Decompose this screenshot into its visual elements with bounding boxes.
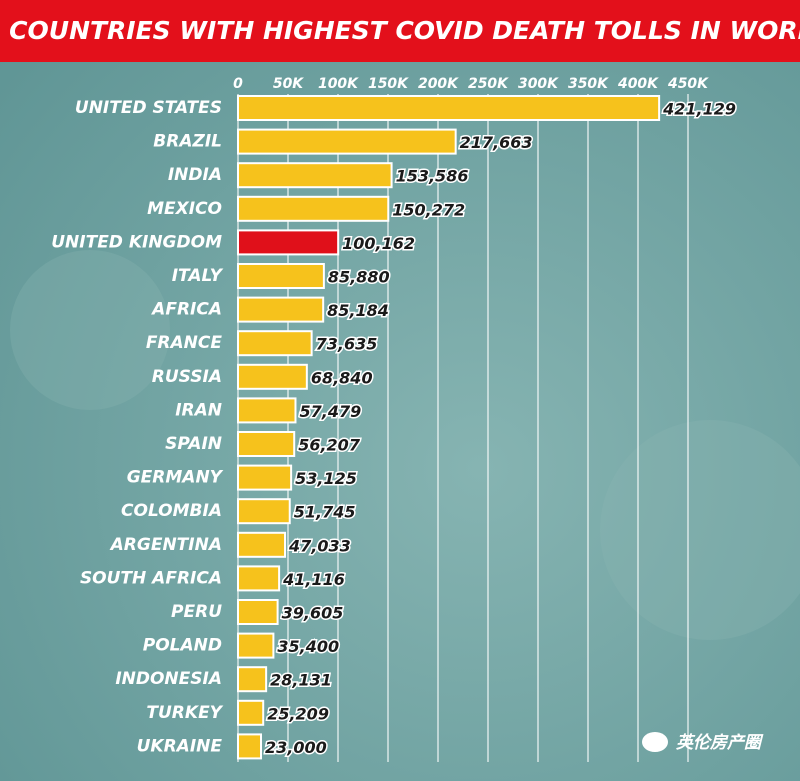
x-tick-label: 400K (617, 76, 659, 92)
bar (237, 431, 296, 457)
value-label: 28,131 (270, 671, 332, 690)
category-label: SOUTH AFRICA (80, 568, 222, 588)
value-label: 150,272 (392, 200, 465, 219)
x-tick-label: 200K (418, 76, 459, 92)
bar (237, 599, 279, 625)
x-tick-label: 50K (273, 76, 304, 92)
value-label: 53,125 (295, 469, 357, 488)
value-label: 47,033 (288, 536, 351, 555)
category-label: IRAN (175, 400, 222, 420)
value-label: 153,586 (396, 167, 469, 186)
category-label: FRANCE (146, 333, 223, 353)
x-tick-label: 350K (568, 76, 609, 92)
title-bar (0, 0, 800, 62)
bar (237, 296, 325, 323)
value-label: 39,605 (282, 604, 344, 623)
category-label: AFRICA (150, 300, 222, 320)
category-label: SPAIN (165, 434, 222, 454)
bar (237, 95, 661, 121)
value-label: 41,116 (282, 570, 345, 589)
category-label: UNITED KINGDOM (51, 232, 222, 252)
category-label: RUSSIA (152, 367, 222, 387)
category-label: COLOMBIA (121, 501, 222, 521)
bar (237, 498, 291, 525)
x-tick-label: 250K (468, 76, 509, 92)
category-label: UKRAINE (137, 736, 223, 756)
category-label: UNITED STATES (75, 98, 222, 118)
category-label: POLAND (143, 636, 222, 656)
category-label: INDIA (168, 165, 222, 185)
bar (237, 128, 457, 155)
value-label: 68,840 (311, 368, 373, 387)
virus-decoration (600, 420, 800, 640)
value-label: 73,635 (316, 335, 378, 354)
category-label: MEXICO (147, 199, 222, 219)
bar (237, 195, 390, 222)
value-label: 100,162 (342, 234, 415, 253)
value-label: 23,000 (265, 738, 327, 757)
bar (237, 363, 308, 390)
category-label: ITALY (172, 266, 224, 286)
wechat-icon (642, 732, 668, 752)
x-tick-label: 100K (318, 76, 359, 92)
x-tick-label: 450K (667, 76, 709, 92)
bar (237, 565, 281, 592)
category-label: INDONESIA (115, 669, 222, 689)
category-label: PERU (171, 602, 222, 622)
value-label: 85,880 (328, 268, 390, 287)
bar (237, 464, 293, 491)
value-label: 35,400 (277, 637, 339, 656)
bar (237, 632, 275, 659)
bar (237, 733, 262, 760)
bar (237, 330, 313, 357)
watermark-text: 英伦房产圈 (675, 733, 764, 753)
virus-decoration (10, 250, 170, 410)
category-label: GERMANY (127, 468, 224, 488)
bar (237, 666, 268, 693)
category-label: BRAZIL (153, 132, 222, 152)
value-label: 51,745 (294, 503, 356, 522)
x-tick-label: 150K (368, 76, 409, 92)
chart-title: 20 COUNTRIES WITH HIGHEST COVID DEATH TO… (0, 16, 800, 45)
category-label: ARGENTINA (109, 535, 222, 555)
bar (237, 531, 287, 558)
bar (237, 397, 297, 424)
value-label: 56,207 (298, 436, 361, 455)
bar (237, 229, 340, 256)
bar (237, 162, 393, 189)
x-tick-label: 300K (518, 76, 559, 92)
value-label: 85,184 (327, 301, 389, 320)
bar (237, 699, 265, 726)
value-label: 57,479 (299, 402, 361, 421)
watermark: 英伦房产圈 (642, 732, 764, 753)
category-label: TURKEY (146, 703, 223, 723)
value-label: 421,129 (662, 100, 736, 119)
x-tick-label: 0 (233, 76, 243, 92)
bar (237, 263, 325, 289)
value-label: 25,209 (267, 704, 329, 723)
value-label: 217,663 (460, 133, 533, 152)
